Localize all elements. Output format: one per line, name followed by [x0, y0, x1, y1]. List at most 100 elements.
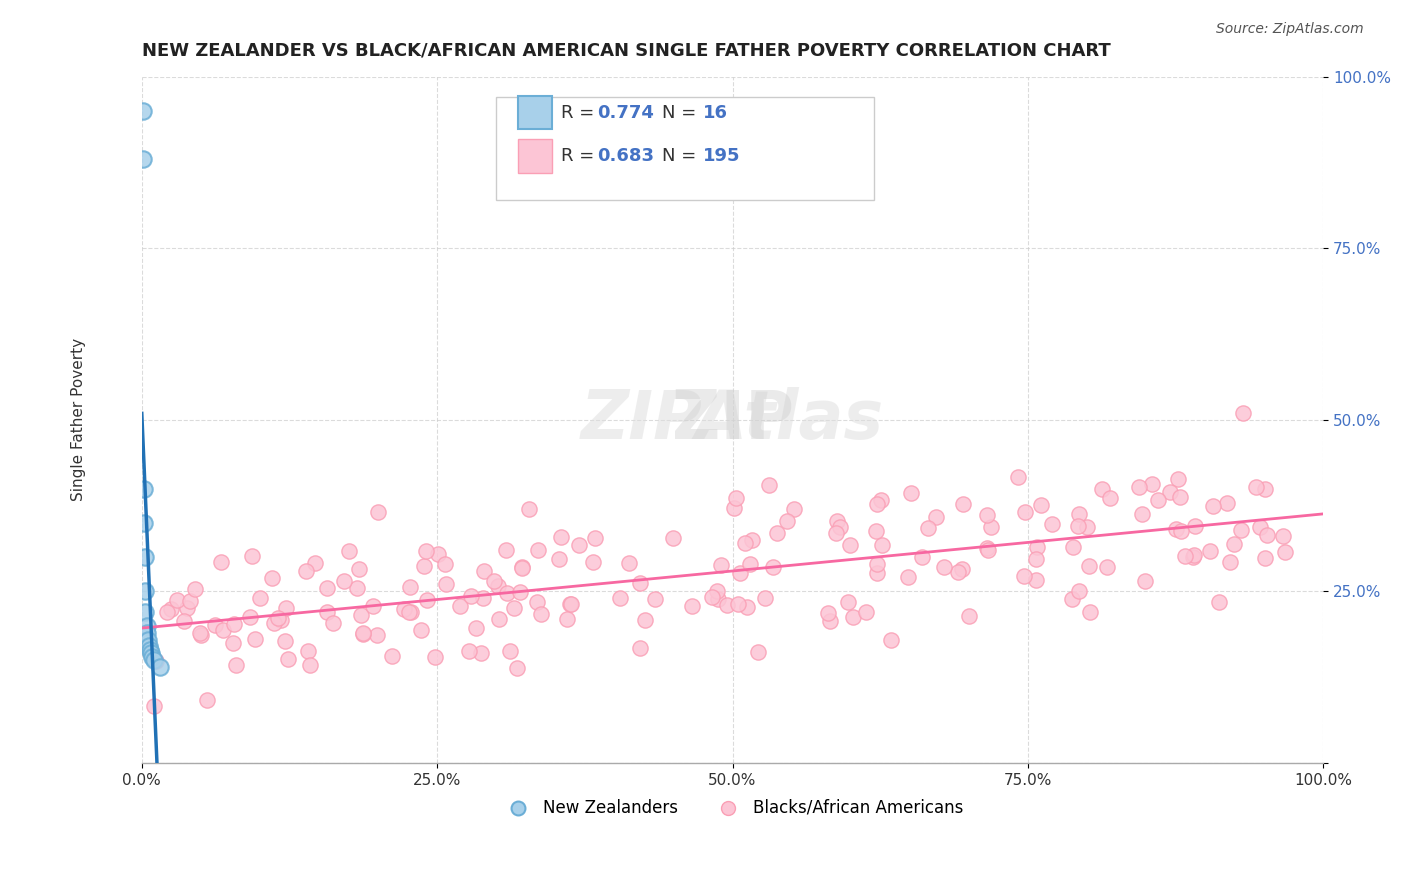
Point [464, 621, 486, 635]
Point [277, 652, 299, 666]
Point [1098, 491, 1121, 505]
Point [337, 544, 360, 558]
Point [976, 508, 998, 523]
Point [190, 627, 212, 641]
Point [783, 501, 806, 516]
Point [866, 497, 889, 511]
Point [426, 547, 449, 561]
Point [260, 571, 283, 585]
Point [134, 550, 156, 565]
Point [136, 632, 159, 647]
Point [141, 646, 163, 660]
Point [499, 644, 522, 658]
Point [1182, 550, 1205, 565]
Point [1007, 470, 1029, 484]
Point [1164, 522, 1187, 536]
Text: 16: 16 [703, 104, 728, 122]
Point [560, 597, 582, 611]
Text: ZIPAtlas: ZIPAtlas [581, 387, 884, 453]
Point [738, 557, 761, 571]
Point [134, 584, 156, 599]
Point [776, 514, 799, 528]
Text: R =: R = [561, 147, 600, 165]
Point [1067, 519, 1090, 533]
Point [1198, 543, 1220, 558]
Point [900, 485, 922, 500]
FancyBboxPatch shape [496, 97, 875, 200]
Point [132, 103, 155, 118]
Point [1012, 569, 1035, 583]
Point [716, 598, 738, 612]
Point [512, 559, 534, 574]
Point [1202, 500, 1225, 514]
Point [1232, 406, 1254, 420]
Point [547, 551, 569, 566]
Point [634, 613, 657, 627]
Point [1254, 551, 1277, 566]
Point [141, 649, 163, 664]
Point [352, 626, 374, 640]
Text: ZIP: ZIP [672, 387, 793, 453]
Point [1026, 541, 1049, 555]
Point [506, 661, 529, 675]
Point [880, 633, 903, 648]
Point [1184, 519, 1206, 533]
Point [1274, 545, 1296, 559]
Point [470, 646, 492, 660]
Text: N =: N = [662, 147, 702, 165]
Point [412, 559, 434, 574]
Point [363, 599, 385, 613]
Point [322, 616, 344, 631]
Text: 195: 195 [703, 147, 741, 165]
Point [350, 607, 373, 622]
Point [134, 605, 156, 619]
Point [735, 599, 758, 614]
Point [617, 556, 640, 570]
Point [495, 585, 517, 599]
Point [457, 644, 479, 658]
Point [1135, 574, 1157, 588]
Point [460, 590, 482, 604]
Point [1040, 516, 1063, 531]
Point [950, 562, 973, 576]
Point [837, 595, 859, 609]
Point [741, 533, 763, 548]
Point [239, 609, 262, 624]
Point [1159, 485, 1181, 500]
Point [555, 612, 578, 626]
Point [1216, 496, 1239, 510]
Point [957, 609, 980, 624]
Point [747, 645, 769, 659]
Point [609, 591, 631, 606]
Point [526, 595, 548, 609]
Point [509, 585, 531, 599]
Point [148, 660, 170, 674]
Point [398, 605, 420, 619]
Point [134, 516, 156, 530]
Point [142, 653, 165, 667]
Point [980, 520, 1002, 534]
Point [211, 623, 233, 637]
Point [1067, 507, 1090, 521]
Point [946, 565, 969, 579]
Point [568, 538, 591, 552]
Point [1147, 493, 1170, 508]
Point [855, 605, 877, 619]
Point [381, 648, 404, 663]
Point [222, 616, 245, 631]
Point [411, 623, 433, 637]
Y-axis label: Single Father Poverty: Single Father Poverty [72, 338, 86, 501]
Point [866, 558, 889, 572]
Point [316, 605, 339, 619]
Point [1067, 583, 1090, 598]
Point [367, 505, 389, 519]
Point [1025, 551, 1047, 566]
Point [138, 640, 160, 654]
Point [495, 543, 517, 558]
Point [870, 538, 893, 552]
Point [869, 492, 891, 507]
Point [1229, 523, 1251, 537]
Point [709, 558, 731, 573]
Point [415, 543, 437, 558]
Point [183, 582, 205, 596]
